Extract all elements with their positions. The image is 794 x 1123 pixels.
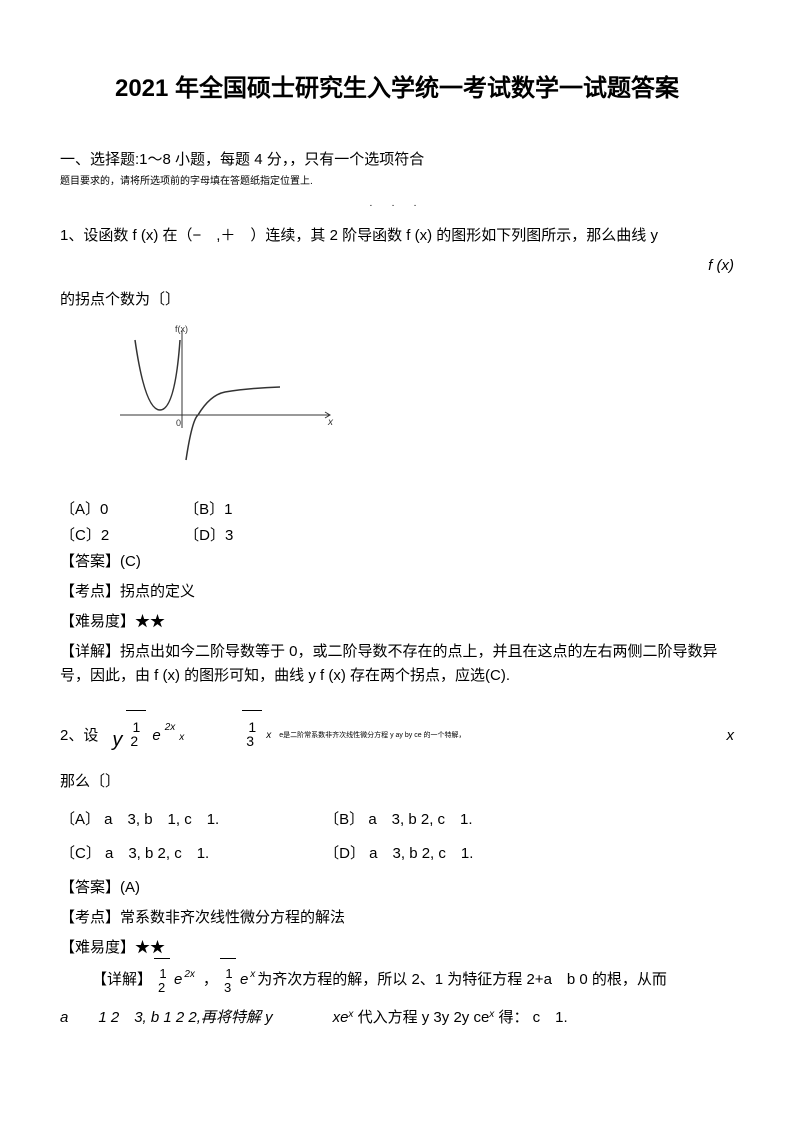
q1-graph: f(x) x 0	[120, 320, 734, 478]
q2-options-row1: 〔A〕 a 3, b 1, c 1. 〔B〕 a 3, b 2, c 1.	[60, 808, 734, 832]
svg-text:x: x	[327, 417, 334, 428]
q2-x-right: x	[727, 724, 735, 748]
q2-topic: 【考点】常系数非齐次线性微分方程的解法	[60, 906, 734, 930]
q1-opt-a: 〔A〕0	[60, 498, 180, 522]
q2-then: 那么〔〕	[60, 770, 734, 794]
q2-sup-x1: x	[348, 1009, 353, 1020]
section-subnote: 题目要求的，请将所选项前的字母填在答题纸指定位置上.	[60, 174, 734, 190]
svg-text:0: 0	[176, 418, 181, 428]
q1-answer: 【答案】(C)	[60, 550, 734, 574]
q2-detail-mid: 为齐次方程的解，所以 2、1 为特征方程 2+a b 0 的根，从而	[257, 968, 667, 992]
q2-detail-last-line: a 1 2 3, b 1 2 2,再将特解 y xex 代入方程 y 3y 2y…	[60, 1006, 734, 1030]
q1-text-line2: 的拐点个数为〔〕	[60, 288, 734, 312]
q2-opt-c: 〔C〕 a 3, b 2, c 1.	[60, 842, 320, 866]
q2-opt-a: 〔A〕 a 3, b 1, c 1.	[60, 808, 320, 832]
section-heading: 一、选择题:1～8 小题，每题 4 分，，只有一个选项符合	[60, 148, 734, 172]
q1-difficulty: 【难易度】★★	[60, 610, 734, 634]
q2-line: 2、设 y 1 2 e2x x 1 3 x e是二阶常系数非齐次线性微分方程 y…	[60, 724, 734, 756]
q2-detail-line1: 【详解】 1 2 e2x ， 1 3 ex 为齐次方程的解，所以 2、1 为特征…	[60, 968, 734, 992]
q1-options-row1: 〔A〕0 〔B〕1	[60, 498, 734, 522]
q2-opt-b: 〔B〕 a 3, b 2, c 1.	[324, 808, 472, 832]
q2-detail-last3: 得： c 1.	[498, 1009, 567, 1026]
q2-e1-sup: 2x	[165, 720, 176, 736]
q2-tiny: e是二阶常系数非齐次线性微分方程 y ay by ce 的一个特解，	[279, 730, 465, 741]
q2-sup-x2: x	[489, 1009, 494, 1020]
q1-options-row2: 〔C〕2 〔D〕3	[60, 524, 734, 548]
q1-opt-b: 〔B〕1	[184, 498, 232, 522]
q1-detail: 【详解】拐点出如今二阶导数等于 0，或二阶导数不存在的点上，并且在这点的左右两侧…	[60, 640, 734, 688]
q2-y: y	[112, 724, 122, 756]
q2-frac1-den: 2	[130, 730, 138, 752]
q2-prefix: 2、设	[60, 724, 98, 748]
q2-answer: 【答案】(A)	[60, 876, 734, 900]
q1-topic: 【考点】拐点的定义	[60, 580, 734, 604]
q2-x1: x	[179, 730, 184, 746]
q2-x2: x	[266, 728, 271, 744]
q2-detail-last: a 1 2 3, b 1 2 2,再将特解 y xe	[60, 1009, 348, 1026]
q2-detail-last2: 代入方程 y 3y 2y ce	[358, 1009, 490, 1026]
q1-text-line1: 1、设函数 f (x) 在（− ,＋ ）连续，其 2 阶导函数 f (x) 的图…	[60, 224, 734, 248]
q1-fx: f (x)	[60, 254, 734, 278]
q1-opt-c: 〔C〕2	[60, 524, 180, 548]
q2-options-row2: 〔C〕 a 3, b 2, c 1. 〔D〕 a 3, b 2, c 1.	[60, 842, 734, 866]
page-title: 2021 年全国硕士研究生入学统一考试数学一试题答案	[60, 70, 734, 108]
q2-e1: e	[152, 724, 160, 748]
q2-frac2-den: 3	[246, 730, 254, 752]
q2-detail-prefix: 【详解】	[92, 968, 152, 992]
q1-opt-d: 〔D〕3	[184, 524, 233, 548]
q2-opt-d: 〔D〕 a 3, b 2, c 1.	[324, 842, 473, 866]
q2-difficulty: 【难易度】★★	[60, 936, 734, 960]
dots-divider: · · ·	[60, 198, 734, 214]
